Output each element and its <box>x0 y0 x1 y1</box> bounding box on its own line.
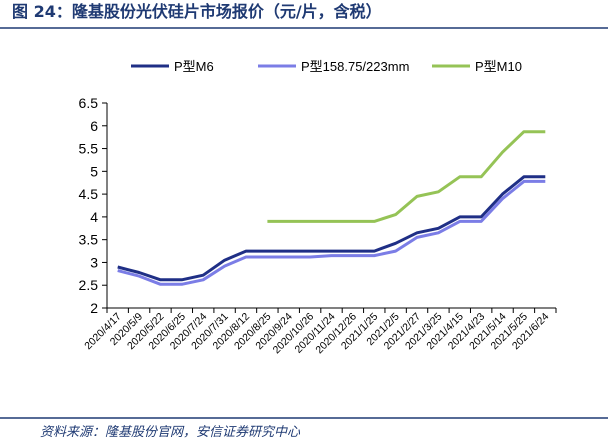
y-tick-label: 4.5 <box>79 186 99 202</box>
y-tick-label: 3 <box>90 254 98 270</box>
y-tick-label: 5.5 <box>79 141 99 157</box>
legend: P型M6 P型158.75/223mm P型M10 <box>131 59 522 74</box>
y-tick-label: 4 <box>90 209 98 225</box>
y-tick-label: 6 <box>90 118 98 134</box>
figure-title: 图 24：隆基股份光伏硅片市场报价（元/片，含税） <box>12 2 382 21</box>
series-line-p-m6 <box>117 175 546 282</box>
y-tick-label: 2 <box>90 300 98 316</box>
source-note: 资料来源：隆基股份官网，安信证券研究中心 <box>40 424 301 440</box>
legend-label-p-m10: P型M10 <box>475 59 522 74</box>
series-line-p-158-75-223mm <box>117 179 546 286</box>
y-tick-label: 6.5 <box>79 95 99 111</box>
series-group <box>117 130 546 286</box>
series-line-p-m10 <box>267 130 546 223</box>
y-tick-label: 5 <box>90 163 98 179</box>
y-tick-label: 3.5 <box>79 232 99 248</box>
x-axis: 2020/4/172020/5/92020/5/222020/6/252020/… <box>82 307 557 356</box>
y-axis: 2 2.5 3 3.5 4 4.5 5 5.5 6 6.5 <box>79 95 108 316</box>
legend-label-p-158-75-223mm: P型158.75/223mm <box>301 59 409 74</box>
y-tick-label: 2.5 <box>79 277 99 293</box>
legend-label-p-m6: P型M6 <box>174 59 214 74</box>
